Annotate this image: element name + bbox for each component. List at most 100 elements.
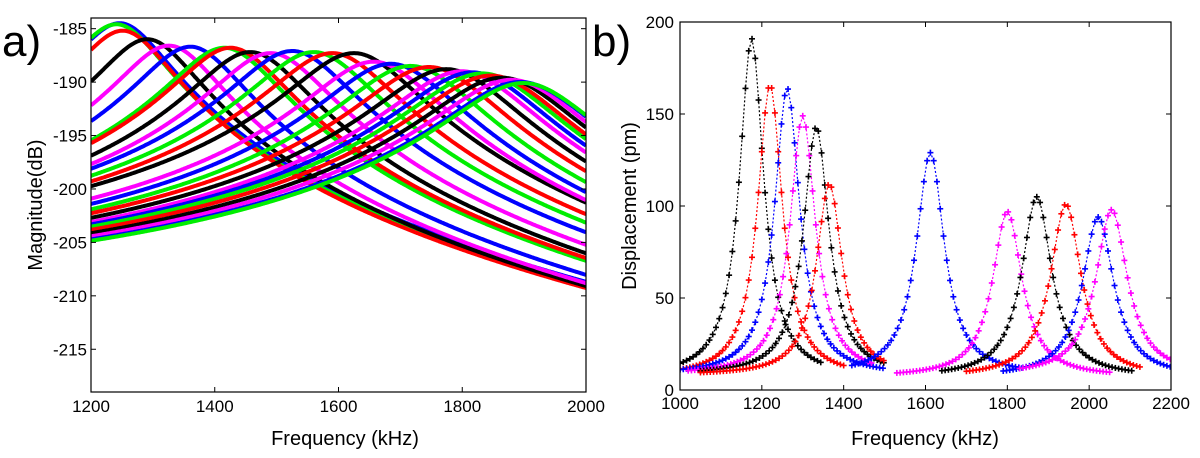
panel-b-ylabel: Displacement (pm): [619, 122, 641, 290]
panel-a-xtick-label: 1200: [72, 397, 110, 416]
panel-b-data-point: [706, 337, 713, 344]
panel-b-data-point: [798, 318, 805, 325]
panel-b-data-point: [1032, 327, 1039, 334]
panel-a-series-line: [91, 28, 586, 290]
panel-b-data-point: [785, 254, 792, 261]
panel-b-data-point: [746, 359, 753, 366]
panel-b-data-point: [956, 354, 963, 361]
panel-b-data-point: [1147, 355, 1154, 362]
panel-b-data-point: [716, 315, 723, 322]
panel-b-data-point: [839, 337, 846, 344]
panel-b-data-point: [811, 303, 818, 310]
panel-b-data-point: [759, 362, 766, 369]
panel-b-data-point: [772, 340, 779, 347]
panel-b-data-point: [798, 325, 805, 332]
panel-b-data-point: [907, 277, 914, 284]
panel-b-data-point: [1037, 337, 1044, 344]
panel-b-xtick-label: 1200: [743, 394, 781, 413]
panel-b-data-point: [734, 358, 741, 365]
panel-b-data-point: [861, 339, 868, 346]
panel-b-data-point: [766, 360, 773, 367]
panel-b-data-point: [1089, 356, 1096, 363]
panel-b-xtick-label: 2200: [1152, 394, 1190, 413]
panel-b-data-point: [699, 345, 706, 352]
panel-b-data-point: [762, 280, 769, 287]
panel-b-data-point: [855, 353, 862, 360]
panel-b-data-point: [1111, 210, 1118, 217]
panel-b-data-point: [1102, 362, 1109, 369]
panel-b-series-group: [680, 35, 1171, 376]
panel-b-data-point: [834, 287, 841, 294]
panel-b-data-point: [804, 334, 811, 341]
panel-b-data-point: [827, 340, 834, 347]
panel-b-data-point: [791, 294, 798, 301]
panel-a-series-line: [91, 61, 586, 206]
panel-b-data-point: [680, 359, 687, 366]
panel-a-series-line: [91, 49, 586, 235]
panel-b-data-point: [854, 341, 861, 348]
panel-b-data-point: [832, 325, 839, 332]
panel-b-data-point: [1024, 302, 1031, 309]
panel-b-data-point: [1068, 341, 1075, 348]
panel-b-data-point: [1144, 353, 1151, 360]
panel-b-data-point: [825, 305, 832, 312]
panel-b-data-point: [844, 323, 851, 330]
panel-b-data-point: [735, 318, 742, 325]
panel-b-data-point: [843, 354, 850, 361]
panel-b-data-point: [781, 225, 788, 232]
panel-b-data-point: [745, 47, 752, 54]
panel-b-data-point: [732, 349, 739, 356]
panel-b-data-point: [1144, 335, 1151, 342]
panel-b-data-point: [1017, 274, 1024, 281]
panel-b-data-point: [757, 342, 764, 349]
panel-b-data-point: [690, 353, 697, 360]
panel-b-data-point: [1065, 327, 1072, 334]
panel-b-data-point: [1100, 340, 1107, 347]
panel-b-data-point: [756, 355, 763, 362]
panel-b-data-point: [809, 187, 816, 194]
panel-b-data-point: [1004, 324, 1011, 331]
panel-b-data-point: [706, 361, 713, 368]
panel-b-data-point: [792, 338, 799, 345]
panel-b-data-point: [750, 349, 757, 356]
panel-b-data-point: [752, 55, 759, 62]
panel-b-data-point: [822, 291, 829, 298]
panel-b-data-point: [1043, 234, 1050, 241]
panel-b-data-point: [815, 244, 822, 251]
panel-b-data-point: [1059, 350, 1066, 357]
panel-a-series-line: [91, 77, 586, 239]
panel-b-data-point: [838, 250, 845, 257]
panel-b-data-point: [1045, 283, 1052, 290]
panel-b-data-point: [732, 217, 739, 224]
panel-b-data-point: [814, 314, 821, 321]
panel-b-data-point: [848, 349, 855, 356]
panel-b-data-point: [726, 272, 733, 279]
panel-b-data-point: [1037, 199, 1044, 206]
panel-b-data-point: [735, 179, 742, 186]
panel-b-data-point: [735, 346, 742, 353]
panel-b-data-point: [742, 85, 749, 92]
panel-b-data-point: [781, 92, 788, 99]
panel-b-data-point: [865, 356, 872, 363]
panel-b-data-point: [755, 189, 762, 196]
panel-b-data-point: [1022, 344, 1029, 351]
panel-b-data-point: [1066, 331, 1073, 338]
panel-b-data-point: [998, 223, 1005, 230]
panel-b-data-point: [958, 364, 965, 371]
panel-b-data-point: [828, 184, 835, 191]
panel-b-data-point: [713, 359, 720, 366]
panel-b-data-point: [1099, 361, 1106, 368]
panel-b-data-point: [1118, 239, 1125, 246]
panel-b-data-point: [956, 317, 963, 324]
panel-a-xlabel: Frequency (kHz): [271, 428, 419, 450]
panel-b-data-point: [1095, 359, 1102, 366]
panel-b-data-point: [749, 35, 756, 42]
panel-b-xtick-label: 2000: [1070, 394, 1108, 413]
panel-b-data-point: [904, 293, 911, 300]
panel-b-data-point: [740, 355, 747, 362]
panel-a-ytick-label: -185: [53, 20, 87, 39]
panel-b-data-point: [722, 290, 729, 297]
panel-b-data-point: [894, 325, 901, 332]
panel-b-data-point: [992, 362, 999, 369]
panel-b-data-point: [703, 362, 710, 369]
